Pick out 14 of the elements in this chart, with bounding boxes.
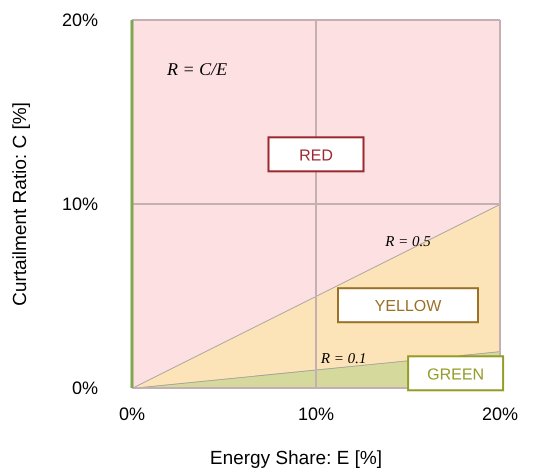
y-tick-label: 20% xyxy=(62,10,98,30)
series-label: RED xyxy=(299,147,333,164)
y-tick-label: 0% xyxy=(72,378,98,398)
series-label: YELLOW xyxy=(374,298,442,316)
y-tick-label: 10% xyxy=(62,194,98,214)
x-tick-label: 0% xyxy=(118,404,146,424)
x-tick-label: 20% xyxy=(482,404,518,424)
series-label: GREEN xyxy=(427,366,484,384)
x-tick-label: 10% xyxy=(298,404,334,424)
annotation: R = C/E xyxy=(166,59,228,79)
y-axis-title: Curtailment Ratio: C [%] xyxy=(10,102,31,306)
x-axis-title: Energy Share: E [%] xyxy=(210,448,382,468)
annotation: R = 0.1 xyxy=(320,350,366,367)
annotation: R = 0.5 xyxy=(384,234,432,250)
